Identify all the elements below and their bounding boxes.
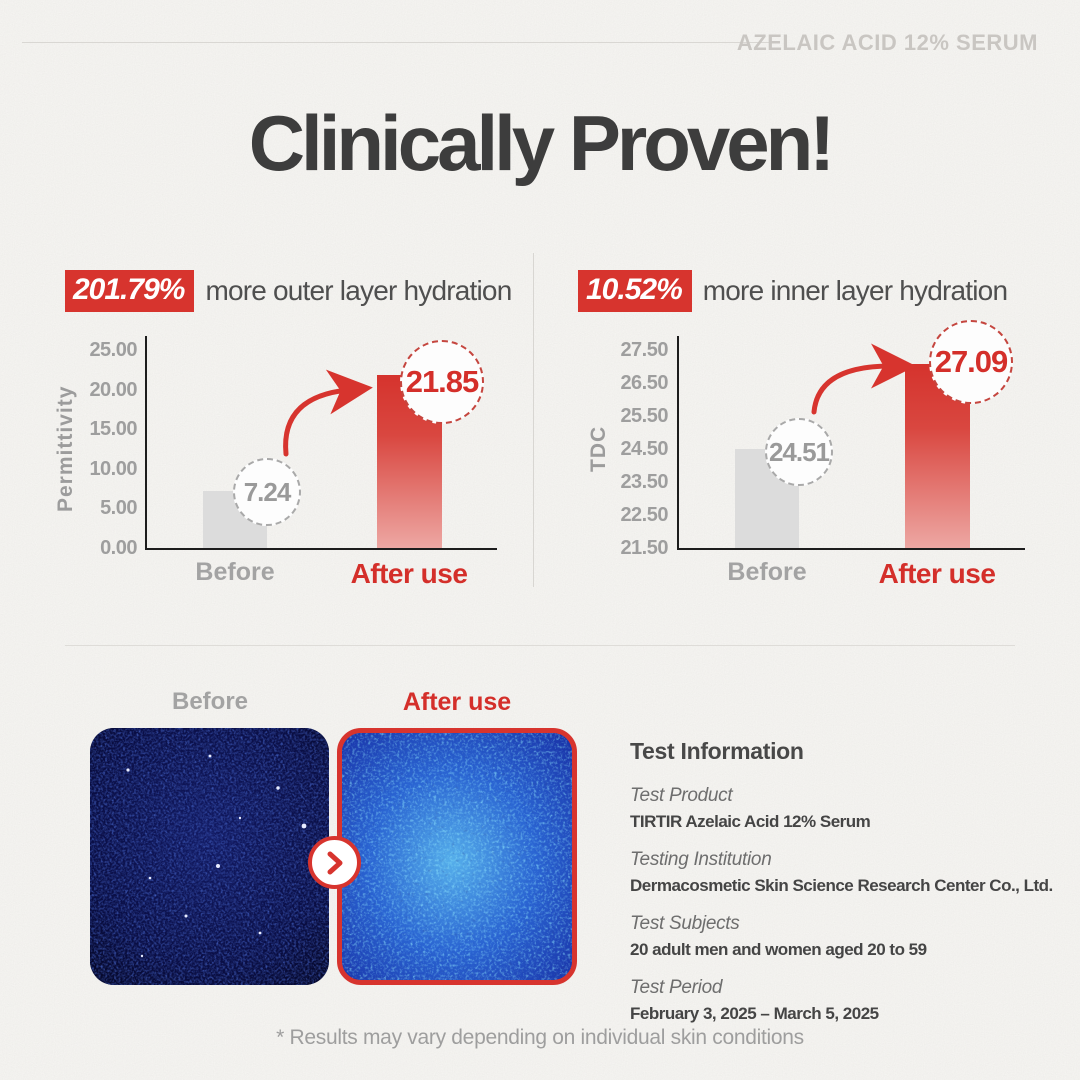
x-axis-labels: Before After use: [145, 558, 495, 594]
y-axis-line: [145, 336, 147, 548]
chart-headline: 201.79% more outer layer hydration: [65, 268, 512, 314]
charts-vertical-divider: [533, 253, 534, 587]
tick-label: 5.00: [100, 497, 137, 520]
disclaimer-text: * Results may vary depending on individu…: [276, 1026, 804, 1049]
microscope-image-before: [90, 728, 329, 985]
microscope-image-after: [337, 728, 577, 985]
x-axis-line: [145, 548, 497, 550]
percent-badge: 201.79%: [65, 270, 195, 312]
test-info-title: Test Information: [630, 738, 804, 764]
value-bubble-after: 27.09: [929, 320, 1013, 404]
x-axis-labels: Before After use: [677, 558, 1027, 594]
tick-label: 22.50: [620, 504, 668, 526]
test-info-row: Testing Institution Dermacosmetic Skin S…: [630, 849, 1075, 896]
y-axis-line: [677, 336, 679, 548]
tick-label: 25.00: [89, 339, 137, 361]
tick-label: 15.00: [89, 418, 137, 441]
test-info-value: February 3, 2025 – March 5, 2025: [630, 1004, 879, 1023]
test-info-value: TIRTIR Azelaic Acid 12% Serum: [630, 812, 871, 831]
header-divider: [22, 42, 770, 43]
x-label-after: After use: [350, 558, 468, 589]
tick-label: 20.00: [89, 378, 137, 401]
chart-headline: 10.52% more inner layer hydration: [578, 268, 1025, 314]
test-info-row: Test Subjects 20 adult men and women age…: [630, 913, 1075, 960]
tick-label: 27.50: [620, 339, 668, 361]
percent-badge: 10.52%: [578, 270, 692, 312]
test-info-row: Test Period February 3, 2025 – March 5, …: [630, 977, 1075, 1024]
page-title: Clinically Proven!: [248, 99, 836, 187]
test-info-value: 20 adult men and women aged 20 to 59: [630, 940, 927, 959]
x-label-before: Before: [195, 558, 275, 586]
test-info-label: Testing Institution: [630, 849, 772, 870]
tick-label: 23.50: [620, 471, 668, 493]
test-info-label: Test Subjects: [630, 913, 740, 934]
value-bubble-after: 21.85: [400, 340, 484, 424]
tick-label: 0.00: [100, 536, 137, 559]
comparison-after-label: After use: [402, 688, 512, 716]
y-axis-ticks: 25.00 20.00 15.00 10.00 5.00 0.00: [71, 337, 137, 561]
increase-arrow-icon: [283, 369, 373, 457]
test-information-panel: Test Information Test Product TIRTIR Aze…: [630, 738, 1075, 1041]
x-axis-line: [677, 548, 1025, 550]
tick-label: 25.50: [620, 405, 668, 427]
tick-label: 26.50: [620, 372, 668, 394]
tick-label: 10.00: [89, 457, 137, 480]
test-info-value: Dermacosmetic Skin Science Research Cent…: [630, 876, 1053, 895]
x-label-after: After use: [878, 558, 996, 589]
comparison-before-label: Before: [171, 688, 249, 715]
plot-area: 7.24 21.85: [145, 340, 495, 548]
chevron-right-icon: [308, 836, 361, 889]
tick-label: 24.50: [620, 438, 668, 460]
increase-arrow-icon: [811, 343, 916, 415]
tick-label: 21.50: [620, 537, 668, 559]
value-bubble-before: 24.51: [765, 418, 833, 486]
value-bubble-before: 7.24: [233, 458, 301, 526]
plot-area: 24.51 27.09: [677, 320, 1025, 548]
headline-text: more outer layer hydration: [205, 275, 512, 306]
brand-label: AZELAIC ACID 12% SERUM: [736, 30, 1038, 55]
test-info-label: Test Product: [630, 785, 733, 806]
chart-inner-hydration: 10.52% more inner layer hydration TDC 27…: [578, 268, 1025, 589]
section-divider: [65, 645, 1015, 646]
y-axis-ticks: 27.50 26.50 25.50 24.50 23.50 22.50 21.5…: [602, 337, 668, 561]
x-label-before: Before: [727, 558, 807, 586]
headline-text: more inner layer hydration: [702, 275, 1008, 306]
test-info-row: Test Product TIRTIR Azelaic Acid 12% Ser…: [630, 785, 1075, 832]
chart-outer-hydration: 201.79% more outer layer hydration Permi…: [54, 268, 512, 589]
test-info-label: Test Period: [630, 977, 723, 998]
